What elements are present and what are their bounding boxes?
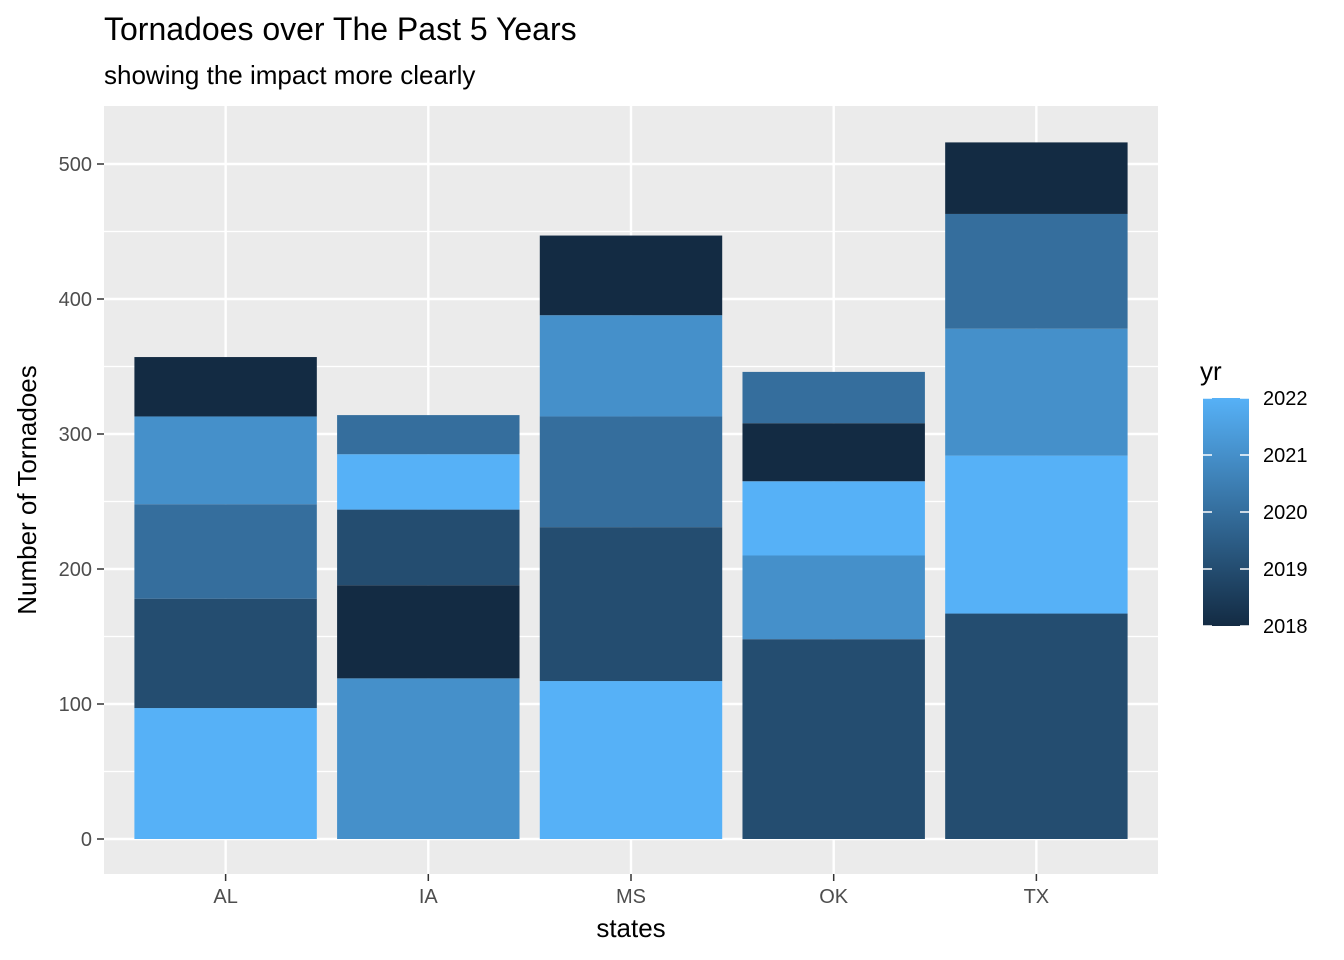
x-tick-label-ms: MS [616,886,646,908]
bar-segment-al-2022 [134,708,317,839]
bar-segment-tx-2020 [945,213,1128,329]
bar-segment-ia-2022 [337,454,520,510]
bar-stack-tx [945,142,1128,839]
legend-label-2022: 2022 [1263,388,1308,410]
legend-ticks: 2022 2021 2020 2019 2018 [1203,388,1308,638]
legend-label-2020: 2020 [1263,502,1308,524]
legend-label-2019: 2019 [1263,559,1308,581]
bar-stack-ms [539,235,723,839]
legend-label-2018: 2018 [1263,616,1308,638]
y-tick-label: 100 [59,694,92,716]
bar-segment-al-2019 [134,598,317,709]
bar-stack-ok [742,371,925,839]
bar-segment-ia-2020 [337,415,520,455]
x-tick-label-tx: TX [1024,886,1050,908]
bar-segment-tx-2018 [945,142,1128,214]
bar-segment-ok-2019 [742,639,925,839]
y-tick-label: 200 [59,559,92,581]
y-tick-label: 500 [59,154,92,176]
bar-segment-tx-2022 [945,455,1128,614]
x-tick-label-ia: IA [419,886,439,908]
bar-segment-al-2020 [134,504,317,599]
bar-segment-ms-2018 [539,235,723,316]
bar-segment-ia-2018 [337,585,520,679]
bar-segment-ia-2021 [337,678,520,839]
bar-segment-ia-2019 [337,509,520,586]
bar-stack-al [134,357,317,839]
legend-label-2021: 2021 [1263,445,1308,467]
bar-segment-al-2018 [134,357,317,417]
bar-stack-ia [337,415,520,839]
bar-segment-ok-2018 [742,423,925,482]
y-tick-label: 300 [59,424,92,446]
bar-segment-tx-2021 [945,328,1128,456]
bars [134,142,1128,839]
bar-segment-ok-2020 [742,371,925,424]
x-tick-label-ok: OK [819,886,849,908]
y-axis: 0 100 200 300 400 500 [59,154,104,851]
bar-segment-ok-2022 [742,481,925,556]
y-tick-label: 400 [59,289,92,311]
x-tick-label-al: AL [213,886,237,908]
legend-title: yr [1200,356,1222,386]
legend: yr 2022 2021 2020 2019 2018 [1200,356,1308,638]
bar-segment-ms-2019 [539,527,723,682]
x-axis-title: states [596,913,665,943]
bar-segment-tx-2019 [945,613,1128,839]
x-axis: AL IA MS OK TX [213,874,1049,908]
bar-segment-ms-2022 [539,681,723,839]
y-axis-title: Number of Tornadoes [12,365,42,615]
y-tick-label: 0 [81,829,92,851]
chart-title: Tornadoes over The Past 5 Years [104,11,577,47]
chart-subtitle: showing the impact more clearly [104,60,475,90]
bar-segment-ms-2020 [539,416,723,528]
bar-segment-ok-2021 [742,555,925,640]
bar-segment-ms-2021 [539,315,723,417]
bar-segment-al-2021 [134,416,317,505]
